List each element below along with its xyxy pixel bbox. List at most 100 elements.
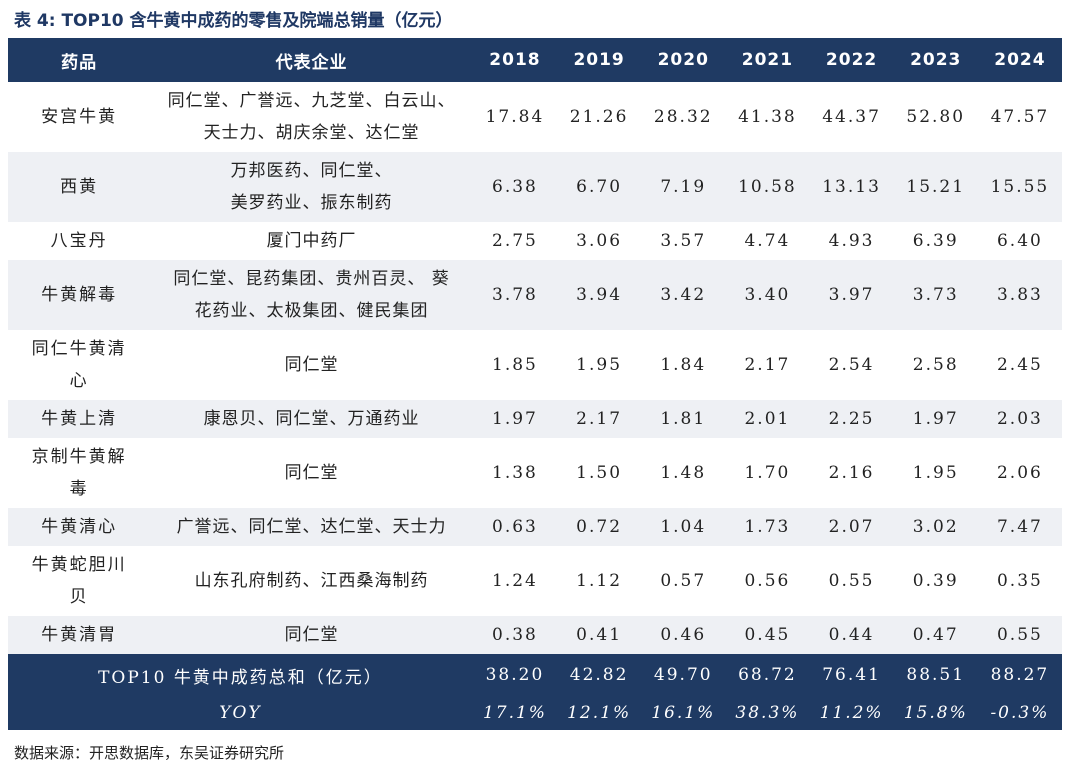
drug-name-cell: 牛黄清胃 bbox=[8, 616, 151, 654]
sales-value-cell: 2.75 bbox=[472, 222, 558, 260]
yoy-value: 38.3% bbox=[725, 696, 810, 730]
sales-value-cell: 0.44 bbox=[809, 616, 894, 654]
sales-value-cell: 52.80 bbox=[893, 82, 978, 152]
table-body: 安宫牛黄 同仁堂、广誉远、九芝堂、白云山、 天士力、胡庆余堂、达仁堂 17.84 21.… bbox=[8, 82, 1062, 654]
total-value: 42.82 bbox=[557, 654, 642, 696]
companies-line: 厦门中药厂 bbox=[266, 231, 357, 251]
companies-line: 广誉远、同仁堂、达仁堂、天士力 bbox=[176, 517, 447, 537]
yoy-value: 11.2% bbox=[809, 696, 894, 730]
sales-value-cell: 6.40 bbox=[977, 222, 1062, 260]
sales-value-cell: 1.24 bbox=[472, 546, 558, 616]
companies-line: 康恩贝、同仁堂、万通药业 bbox=[203, 409, 420, 429]
table-row: 八宝丹 厦门中药厂 2.75 3.06 3.57 4.74 4.93 6.39 6.40 bbox=[8, 222, 1062, 260]
sales-value-cell: 7.47 bbox=[977, 508, 1062, 546]
table-row: 京制牛黄解毒 同仁堂 1.38 1.50 1.48 1.70 2.16 1.95 2.06 bbox=[8, 438, 1062, 508]
table-title: 表 4: TOP10 含牛黄中成药的零售及院端总销量（亿元） bbox=[14, 11, 453, 31]
companies-cell: 同仁堂、广誉远、九芝堂、白云山、 天士力、胡庆余堂、达仁堂 bbox=[150, 82, 473, 152]
drug-name-line: 牛黄清心 bbox=[41, 517, 118, 537]
yoy-value: 15.8% bbox=[893, 696, 978, 730]
sales-value-cell: 21.26 bbox=[557, 82, 642, 152]
sales-value-cell: 3.02 bbox=[893, 508, 978, 546]
total-row: TOP10 牛黄中成药总和（亿元） 38.20 42.82 49.70 68.7… bbox=[8, 654, 1062, 696]
yoy-value: 16.1% bbox=[641, 696, 726, 730]
header-year: 2022 bbox=[809, 38, 894, 82]
yoy-label: YOY bbox=[8, 696, 473, 730]
header-companies: 代表企业 bbox=[150, 38, 473, 82]
sales-value-cell: 2.03 bbox=[977, 400, 1062, 438]
total-value: 76.41 bbox=[809, 654, 894, 696]
total-value: 68.72 bbox=[725, 654, 810, 696]
sales-value-cell: 0.55 bbox=[977, 616, 1062, 654]
sales-value-cell: 15.55 bbox=[977, 152, 1062, 222]
companies-line: 天士力、胡庆余堂、达仁堂 bbox=[203, 123, 420, 143]
drug-name-cell: 安宫牛黄 bbox=[8, 82, 151, 152]
sales-value-cell: 3.40 bbox=[725, 260, 810, 330]
sales-value-cell: 1.97 bbox=[893, 400, 978, 438]
drug-name-line: 牛黄清胃 bbox=[41, 625, 118, 645]
table-row: 牛黄清胃 同仁堂 0.38 0.41 0.46 0.45 0.44 0.47 0.55 bbox=[8, 616, 1062, 654]
sales-value-cell: 4.93 bbox=[809, 222, 894, 260]
sales-value-cell: 2.54 bbox=[809, 330, 894, 400]
companies-cell: 万邦医药、同仁堂、 美罗药业、振东制药 bbox=[150, 152, 473, 222]
table-row: 牛黄蛇胆川贝山东孔府制药、江西桑海制药 1.24 1.12 0.57 0.56 0.55 0… bbox=[8, 546, 1062, 616]
header-year: 2019 bbox=[557, 38, 642, 82]
total-value: 38.20 bbox=[472, 654, 558, 696]
sales-value-cell: 2.06 bbox=[977, 438, 1062, 508]
companies-cell: 同仁堂 bbox=[150, 616, 473, 654]
sales-value-cell: 2.45 bbox=[977, 330, 1062, 400]
companies-line: 同仁堂 bbox=[284, 463, 339, 483]
total-value: 88.27 bbox=[977, 654, 1062, 696]
drug-name-cell: 牛黄清心 bbox=[8, 508, 151, 546]
sales-value-cell: 3.73 bbox=[893, 260, 978, 330]
drug-name-cell: 京制牛黄解毒 bbox=[8, 438, 151, 508]
drug-name-cell: 牛黄上清 bbox=[8, 400, 151, 438]
sales-value-cell: 2.25 bbox=[809, 400, 894, 438]
sales-value-cell: 0.46 bbox=[641, 616, 726, 654]
companies-line: 同仁堂 bbox=[284, 355, 339, 375]
yoy-value: 17.1% bbox=[472, 696, 558, 730]
drug-name-line: 牛黄上清 bbox=[41, 409, 118, 429]
sales-value-cell: 4.74 bbox=[725, 222, 810, 260]
sales-value-cell: 0.41 bbox=[557, 616, 642, 654]
sales-value-cell: 0.39 bbox=[893, 546, 978, 616]
sales-value-cell: 0.45 bbox=[725, 616, 810, 654]
sales-value-cell: 1.73 bbox=[725, 508, 810, 546]
drug-name-cell: 牛黄解毒 bbox=[8, 260, 151, 330]
table-row: 牛黄清心 广誉远、同仁堂、达仁堂、天士力 0.63 0.72 1.04 1.73 2.07 3… bbox=[8, 508, 1062, 546]
drug-name-cell: 同仁牛黄清心 bbox=[8, 330, 151, 400]
sales-value-cell: 28.32 bbox=[641, 82, 726, 152]
drug-name-cell: 牛黄蛇胆川贝 bbox=[8, 546, 151, 616]
header-year: 2024 bbox=[977, 38, 1062, 82]
sales-value-cell: 1.50 bbox=[557, 438, 642, 508]
header-row: 药品 代表企业 2018 2019 2020 2021 2022 2023 20… bbox=[8, 38, 1062, 82]
drug-name-line: 毒 bbox=[69, 479, 89, 499]
sales-value-cell: 10.58 bbox=[725, 152, 810, 222]
total-value: 88.51 bbox=[893, 654, 978, 696]
total-label: TOP10 牛黄中成药总和（亿元） bbox=[8, 654, 473, 696]
sales-value-cell: 13.13 bbox=[809, 152, 894, 222]
yoy-value: 12.1% bbox=[557, 696, 642, 730]
companies-line: 山东孔府制药、江西桑海制药 bbox=[194, 571, 429, 591]
sales-value-cell: 3.94 bbox=[557, 260, 642, 330]
sales-value-cell: 0.72 bbox=[557, 508, 642, 546]
sales-value-cell: 2.07 bbox=[809, 508, 894, 546]
table-row: 牛黄解毒 同仁堂、昆药集团、贵州百灵、 葵花药业、太极集团、健民集团 3.78 3.9… bbox=[8, 260, 1062, 330]
drug-name-line: 安宫牛黄 bbox=[41, 107, 118, 127]
drug-name-cell: 西黄 bbox=[8, 152, 151, 222]
companies-cell: 厦门中药厂 bbox=[150, 222, 473, 260]
yoy-row: YOY 17.1% 12.1% 16.1% 38.3% 11.2% 15.8% … bbox=[8, 696, 1062, 730]
drug-name-line: 牛黄蛇胆川 bbox=[31, 555, 127, 575]
header-year: 2021 bbox=[725, 38, 810, 82]
sales-value-cell: 3.06 bbox=[557, 222, 642, 260]
sales-value-cell: 0.35 bbox=[977, 546, 1062, 616]
sales-value-cell: 7.19 bbox=[641, 152, 726, 222]
sales-value-cell: 2.17 bbox=[557, 400, 642, 438]
drug-name-line: 贝 bbox=[69, 587, 89, 607]
header-drug: 药品 bbox=[8, 38, 151, 82]
yoy-value: -0.3% bbox=[977, 696, 1062, 730]
sales-value-cell: 2.16 bbox=[809, 438, 894, 508]
sales-value-cell: 1.04 bbox=[641, 508, 726, 546]
drug-name-line: 同仁牛黄清 bbox=[31, 339, 127, 359]
sales-value-cell: 3.83 bbox=[977, 260, 1062, 330]
companies-cell: 山东孔府制药、江西桑海制药 bbox=[150, 546, 473, 616]
